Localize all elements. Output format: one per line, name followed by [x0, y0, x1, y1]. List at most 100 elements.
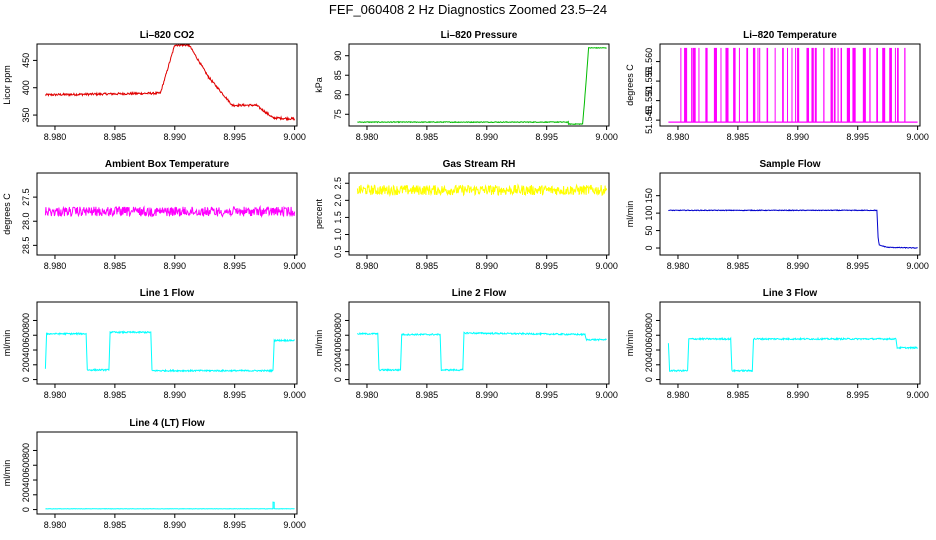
spike [823, 47, 825, 123]
y-tick-label: 90 [333, 51, 343, 61]
data-series [44, 330, 295, 373]
y-tick-label: 400 [644, 343, 654, 358]
data-series [356, 331, 607, 372]
x-tick-label: 8.995 [535, 261, 558, 271]
spike [733, 47, 736, 123]
x-tick-label: 8.990 [164, 132, 187, 142]
x-tick-label: 8.995 [535, 390, 558, 400]
x-tick-label: 8.995 [846, 132, 869, 142]
spike [698, 47, 700, 123]
spike [705, 47, 708, 123]
y-tick-label: 0 [644, 377, 654, 382]
spike [882, 47, 886, 123]
spike [774, 47, 776, 123]
x-tick-label: 8.980 [667, 261, 690, 271]
panel-title: Line 2 Flow [452, 288, 507, 299]
x-tick-label: 8.995 [223, 132, 246, 142]
x-tick-label: 9.000 [595, 132, 618, 142]
y-axis-label: ml/min [625, 201, 635, 228]
y-tick-label: 800 [644, 313, 654, 328]
panel-8: Line 2 Flow ml/min 8.980 8.985 8.990 8.995 9.0… [314, 288, 618, 400]
plot-frame [348, 43, 610, 127]
spike [680, 47, 682, 123]
y-tick-label: 150 [644, 188, 654, 203]
spike [782, 47, 784, 123]
panel-title: Li–820 Pressure [441, 30, 518, 41]
y-tick-label: 200 [21, 357, 31, 372]
spike [713, 47, 717, 123]
y-tick-label: 600 [333, 328, 343, 343]
y-tick-label: 1.0 [333, 228, 343, 241]
y-tick-label: 200 [21, 487, 31, 502]
x-tick-label: 8.980 [44, 132, 67, 142]
spike [692, 47, 696, 123]
y-tick-label: 350 [21, 108, 31, 123]
y-tick-label: 51.545 [644, 106, 654, 134]
x-tick-label: 9.000 [906, 132, 929, 142]
spike [759, 47, 761, 123]
y-axis-label: Licor ppm [2, 65, 12, 105]
y-tick-label: 200 [333, 357, 343, 372]
spike [795, 47, 797, 123]
y-tick-label: 85 [333, 70, 343, 80]
panel-2: Li–820 Pressure kPa 8.980 8.985 8.990 8.995 9.… [314, 30, 618, 142]
spike [904, 47, 906, 123]
x-tick-label: 8.990 [476, 132, 499, 142]
panel-1: Li–820 CO2 Licor ppm 8.980 8.985 8.990 8.995 9… [2, 30, 306, 142]
y-tick-label: 1.5 [333, 211, 343, 224]
series-line [45, 501, 295, 510]
y-tick-label: 800 [21, 443, 31, 458]
spike [684, 47, 688, 123]
y-axis-label: ml/min [2, 460, 12, 487]
y-tick-label: 2.0 [333, 194, 343, 207]
spike [720, 47, 722, 123]
x-tick-label: 8.995 [223, 261, 246, 271]
spike [738, 47, 740, 123]
plot-frame [659, 172, 921, 256]
plot-frame [36, 301, 298, 385]
x-tick-label: 8.990 [476, 390, 499, 400]
panel-6: Sample Flow ml/min 8.980 8.985 8.990 8.995 9.0… [625, 159, 929, 271]
y-tick-label: 0 [21, 507, 31, 512]
spike [830, 47, 833, 123]
panel-title: Gas Stream RH [443, 159, 516, 170]
plot-frame [36, 431, 298, 515]
panel-title: Sample Flow [759, 159, 820, 170]
y-axis-label: percent [314, 198, 324, 229]
x-tick-label: 8.985 [416, 132, 439, 142]
panel-3: Li–820 Temperature degrees C 8.980 8.985 8.9… [625, 30, 929, 142]
x-tick-label: 8.990 [787, 261, 810, 271]
data-series [668, 209, 918, 249]
x-tick-label: 8.990 [164, 520, 187, 530]
y-tick-label: 600 [21, 458, 31, 473]
plot-frame [36, 43, 298, 127]
series-line [667, 336, 918, 373]
spike [852, 47, 856, 123]
x-tick-label: 9.000 [906, 390, 929, 400]
spike [876, 47, 878, 123]
y-tick-label: 800 [333, 313, 343, 328]
y-tick-label: 80 [333, 90, 343, 100]
x-tick-label: 9.000 [906, 261, 929, 271]
y-tick-label: 27.5 [21, 188, 31, 206]
data-series [668, 47, 918, 123]
spike [811, 47, 814, 123]
spike [833, 47, 836, 123]
spike [869, 47, 871, 123]
plot-frame [348, 301, 610, 385]
x-tick-label: 8.985 [104, 520, 127, 530]
panel-10: Line 4 (LT) Flow ml/min 8.980 8.985 8.990 8.9… [2, 418, 306, 530]
y-tick-label: 400 [21, 343, 31, 358]
x-tick-label: 8.990 [164, 390, 187, 400]
x-tick-label: 8.985 [416, 261, 439, 271]
data-series [357, 46, 607, 126]
series-line [356, 331, 607, 372]
y-tick-label: 400 [21, 473, 31, 488]
x-tick-label: 8.995 [535, 132, 558, 142]
spike [725, 47, 729, 123]
temperature-spikes [680, 47, 906, 123]
spike [862, 47, 866, 123]
y-axis-label: ml/min [625, 330, 635, 357]
spike [746, 47, 749, 123]
